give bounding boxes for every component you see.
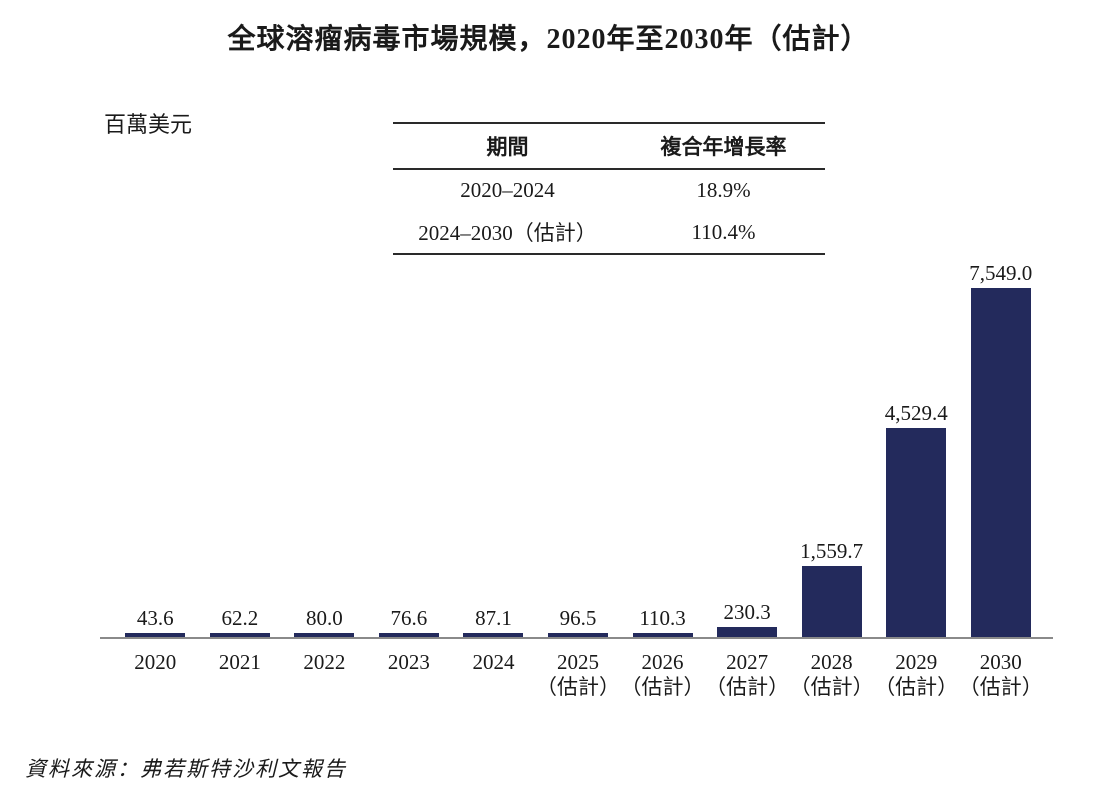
bar: [125, 633, 186, 638]
bar: [801, 566, 862, 638]
x-tick-year: 2023: [387, 650, 430, 674]
bar: [717, 627, 778, 638]
x-tick-estimate-note: （估計）: [789, 675, 874, 699]
x-tick-label: 2022: [282, 650, 367, 700]
cagr-table: 期間 複合年增長率 2020–2024 18.9% 2024–2030（估計） …: [393, 122, 825, 255]
bar-value-label: 62.2: [221, 606, 259, 630]
cagr-row-rate: 110.4%: [691, 219, 756, 244]
x-tick-year: 2027: [726, 650, 769, 674]
bar-column: 230.3: [705, 600, 790, 638]
bar-value-label: 230.3: [723, 600, 771, 624]
cagr-row-period: 2024–2030（估計）: [418, 221, 597, 245]
bar-column: 76.6: [367, 606, 452, 638]
table-top-rule: [393, 122, 825, 124]
bar: [294, 633, 355, 638]
bar-value-label: 110.3: [639, 606, 686, 630]
cagr-header-rate: 複合年增長率: [660, 135, 787, 159]
x-tick-estimate-note: （估計）: [958, 675, 1043, 699]
bar: [886, 428, 947, 638]
x-tick-label: 2029 （估計）: [874, 650, 959, 700]
cagr-row-rate: 18.9%: [696, 178, 751, 202]
cagr-row-period: 2020–2024: [460, 178, 555, 202]
bar-column: 43.6: [113, 606, 198, 638]
table-mid-rule: [393, 168, 825, 170]
bar-column: 4,529.4: [874, 401, 959, 638]
chart-title: 全球溶瘤病毒市場規模，2020年至2030年（估計）: [227, 24, 870, 55]
x-tick-estimate-note: （估計）: [536, 675, 620, 699]
x-tick-year: 2021: [218, 650, 261, 674]
bar: [548, 633, 608, 638]
bar: [970, 288, 1031, 638]
x-tick-label: 2030 （估計）: [958, 650, 1043, 700]
x-tick-year: 2026: [641, 650, 684, 674]
y-axis-unit-label: 百萬美元: [104, 112, 193, 137]
x-tick-label: 2025 （估計）: [536, 650, 621, 700]
bar-value-label: 76.6: [390, 606, 428, 630]
bar-value-label: 7,549.0: [969, 261, 1033, 285]
bar-column: 80.0: [282, 606, 367, 638]
bar-column: 1,559.7: [789, 539, 874, 638]
source-note: 資料來源：弗若斯特沙利文報告: [25, 757, 347, 781]
bar-column: 110.3: [620, 606, 705, 638]
x-tick-label: 2028 （估計）: [789, 650, 874, 700]
x-tick-label: 2020: [113, 650, 198, 700]
bar-value-label: 87.1: [475, 606, 512, 630]
x-tick-label: 2024: [451, 650, 536, 700]
bar-value-label: 96.5: [559, 606, 597, 630]
bar: [378, 633, 439, 638]
x-tick-year: 2020: [134, 650, 177, 674]
x-axis-line: [100, 637, 1053, 639]
bar: [632, 633, 693, 638]
x-axis-labels: 2020 2021 2022 2023 2024 2025 （估計） 2026 （估計） 2027…: [113, 650, 1043, 700]
cagr-table-header-row: 期間 複合年增長率: [393, 124, 825, 168]
cagr-header-period: 期間: [486, 135, 529, 159]
bar-value-label: 4,529.4: [884, 401, 948, 425]
bar-column: 96.5: [536, 606, 621, 638]
x-tick-estimate-note: （估計）: [620, 675, 705, 699]
x-tick-year: 2024: [472, 650, 515, 674]
x-tick-year: 2029: [895, 650, 938, 674]
x-tick-year: 2028: [810, 650, 853, 674]
x-tick-label: 2027 （估計）: [705, 650, 790, 700]
bar: [463, 633, 524, 638]
bar-value-label: 80.0: [305, 606, 343, 630]
bar: [209, 633, 270, 638]
cagr-table-row: 2024–2030（估計） 110.4%: [393, 211, 825, 253]
x-tick-estimate-note: （估計）: [705, 675, 790, 699]
x-tick-estimate-note: （估計）: [874, 675, 959, 699]
bar-column: 62.2: [198, 606, 283, 638]
x-tick-year: 2030: [979, 650, 1022, 674]
bar-value-label: 1,559.7: [800, 539, 864, 563]
bar-column: 87.1: [451, 606, 536, 638]
cagr-table-row: 2020–2024 18.9%: [393, 170, 825, 211]
table-bottom-rule: [393, 253, 825, 255]
x-tick-label: 2023: [367, 650, 452, 700]
x-tick-label: 2026 （估計）: [620, 650, 705, 700]
x-tick-label: 2021: [198, 650, 283, 700]
plot-area: 43.6 62.2 80.0 76.6 87.1 96.5 110.3 230.3 1,559.…: [113, 261, 1043, 638]
bar-column: 7,549.0: [958, 261, 1043, 638]
bar-value-label: 43.6: [136, 606, 174, 630]
x-tick-year: 2022: [303, 650, 346, 674]
x-tick-year: 2025: [557, 650, 599, 674]
